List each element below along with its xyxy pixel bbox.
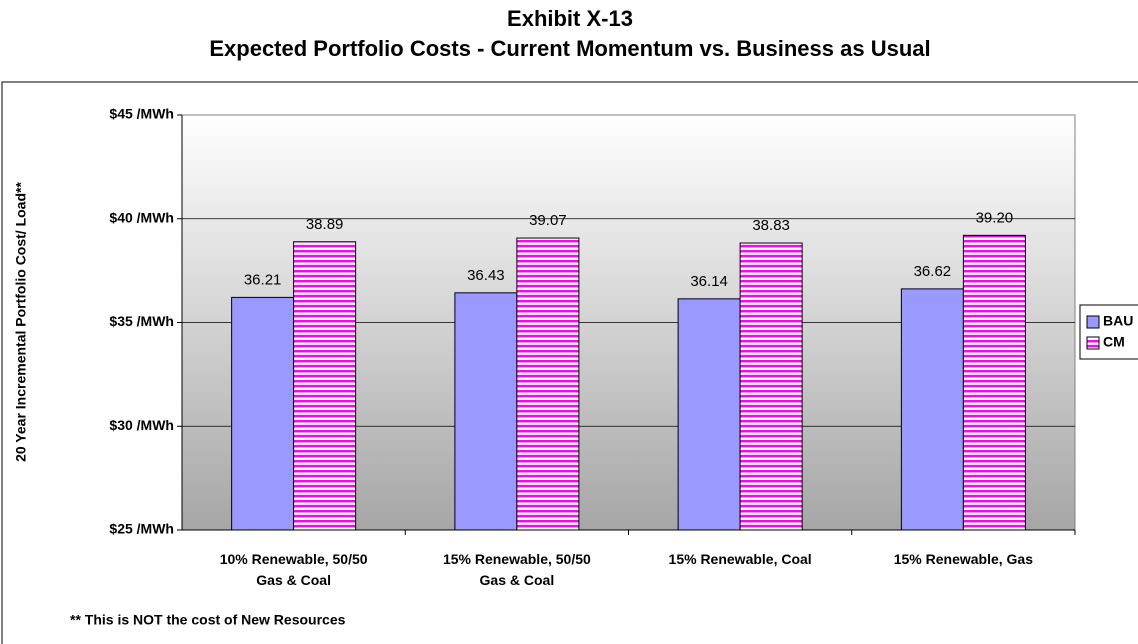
data-label: 36.14 [690,273,728,290]
data-label: 36.43 [467,267,505,284]
legend-label: CM [1103,334,1125,350]
x-tick-label: 15% Renewable, Gas [894,551,1034,567]
bar [677,298,741,531]
legend-box [1079,304,1138,360]
data-label: 38.83 [752,217,790,234]
legend-swatch [1086,315,1100,329]
data-label: 36.21 [244,271,282,288]
y-tick-label: $40 /MWh [109,209,174,225]
footnote: ** This is NOT the cost of New Resources [70,612,346,628]
data-label: 36.62 [914,263,952,280]
y-tick-label: $35 /MWh [109,313,174,329]
y-axis-label: 20 Year Incremental Portfolio Cost/ Load… [13,182,29,462]
bar [739,242,803,531]
data-label: 39.20 [976,209,1014,226]
bar [231,296,295,531]
data-label: 38.89 [306,216,344,233]
bar [293,241,357,531]
x-tick-label: 15% Renewable, 50/50 Gas & Coal [443,551,591,588]
bar [962,234,1026,531]
legend-label: BAU [1103,313,1133,329]
bar [516,237,580,531]
legend-swatch [1086,336,1100,350]
bar [900,288,964,531]
x-tick-label: 15% Renewable, Coal [669,551,812,567]
x-tick-label: 10% Renewable, 50/50 Gas & Coal [220,551,368,588]
y-tick-label: $25 /MWh [109,521,174,537]
chart-border [1,81,1138,644]
chart-title: Exhibit X-13 [507,6,633,31]
y-tick-label: $30 /MWh [109,417,174,433]
chart-subtitle: Expected Portfolio Costs - Current Momen… [209,36,930,61]
bar [454,292,518,531]
data-label: 39.07 [529,212,567,229]
y-tick-label: $45 /MWh [109,106,174,122]
